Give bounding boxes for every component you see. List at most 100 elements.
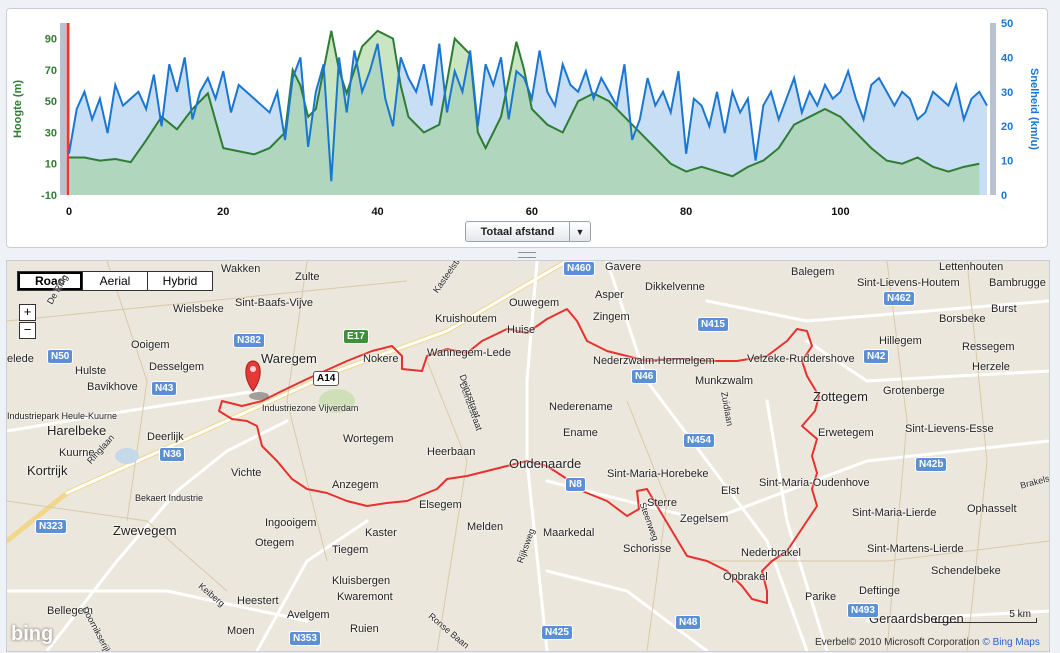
map-label: Ename: [563, 427, 598, 439]
road-shield: N48: [675, 615, 702, 630]
road-shield: N454: [683, 433, 715, 448]
map-label: Vichte: [231, 467, 262, 479]
x-tick-label: 40: [371, 206, 383, 218]
map-label: Bavikhove: [87, 381, 138, 393]
map-type-road[interactable]: Road: [18, 272, 83, 290]
map-label: Wortegem: [343, 433, 394, 445]
zoom-in-button[interactable]: +: [19, 304, 36, 321]
map-scale: 5 km: [935, 609, 1037, 623]
map-label: Kluisbergen: [332, 575, 391, 587]
chart-panel: 0 20 40 60 80 100 -10 10 30 50 70 90 0 10 20 30 40 50 Hoog…: [6, 8, 1048, 248]
elevation-speed-chart[interactable]: 0 20 40 60 80 100 -10 10 30 50 70 90 0 10 20 30 40 50 Hoog…: [7, 9, 1047, 247]
map-label: Nokere: [363, 353, 399, 365]
road-shield: N323: [35, 519, 67, 534]
map-type-hybrid[interactable]: Hybrid: [162, 274, 198, 288]
panel-splitter[interactable]: [0, 250, 1060, 259]
grip-icon: [518, 252, 536, 258]
x-tick-label: 0: [66, 206, 72, 218]
y-right-tick-label: 40: [1001, 52, 1013, 64]
map-label: Moen: [227, 625, 255, 637]
speed-line: [68, 43, 988, 182]
map-label: Kruishoutem: [435, 313, 497, 325]
map-label: Lettenhouten: [939, 261, 1004, 273]
y-left-tick-label: 30: [45, 127, 57, 139]
map-label: Kuurne: [59, 447, 95, 459]
map-label: Tiegem: [332, 544, 369, 556]
distance-selector-label: Totaal afstand: [480, 225, 555, 238]
scale-label: 5 km: [1009, 609, 1031, 620]
map-label: Bambrugge: [989, 277, 1046, 289]
map-label: Nederename: [549, 401, 613, 413]
map-label: Grotenberge: [883, 385, 945, 397]
map-label: Heestert: [237, 595, 279, 607]
map-label: Waregem: [261, 351, 317, 366]
map-label: Sint-Baafs-Vijve: [235, 297, 314, 309]
elevation-line: [69, 29, 980, 178]
road-shield: N50: [47, 349, 74, 364]
road-shield: E17: [343, 329, 369, 344]
map-label: Balegem: [791, 266, 835, 278]
map-label: Sint-Martens-Lierde: [867, 543, 964, 555]
left-axis-band: [60, 23, 66, 195]
map-type-aerial[interactable]: Aerial: [83, 272, 148, 290]
map-label: Zwevegem: [113, 523, 177, 538]
road-shield: N353: [289, 631, 321, 646]
road-shield: N36: [159, 447, 186, 462]
distance-selector[interactable]: Totaal afstand ▼: [465, 221, 591, 242]
map-label: Erwetegem: [818, 427, 874, 439]
map-label: Ooigem: [131, 339, 170, 351]
map-label: Desselgem: [149, 361, 205, 373]
road-shield: N43: [151, 381, 178, 396]
start-marker-icon: [245, 360, 269, 400]
road-shield: N415: [697, 317, 729, 332]
elevation-area: [69, 30, 980, 196]
y-right-tick-label: 0: [1001, 190, 1007, 202]
chevron-down-icon[interactable]: ▼: [569, 222, 590, 241]
map-type-switcher: Road Aerial Hybrid: [17, 271, 213, 291]
map-label: Kaster: [365, 527, 397, 539]
map-label: Nederbrakel: [741, 547, 801, 559]
map-panel[interactable]: Road Aerial Hybrid + − Wakken Zulte Sint-B…: [6, 260, 1050, 652]
bing-maps-link[interactable]: © Bing Maps: [982, 637, 1040, 648]
map-canvas[interactable]: [7, 261, 1049, 651]
map-label: Nederzwalm-Hermelgem: [593, 355, 715, 367]
map-label: Hillegem: [879, 335, 922, 347]
map-label: Ophasselt: [967, 503, 1017, 515]
bing-logo: bing: [11, 623, 54, 645]
map-label: Sint-Maria-Oudenhove: [759, 477, 870, 489]
map-label: Burst: [991, 303, 1017, 315]
map-label: Deftinge: [859, 585, 900, 597]
map-label: Gavere: [605, 261, 642, 273]
road-shield: N382: [233, 333, 265, 348]
map-label: Velzeke-Ruddershove: [747, 353, 855, 365]
map-label: Maarkedal: [543, 527, 595, 539]
map-label: Elst: [721, 485, 740, 497]
y-left-tick-label: 10: [45, 159, 57, 171]
y-right-tick-label: 20: [1001, 121, 1013, 133]
y-left-tick-label: -10: [41, 190, 57, 202]
map-label: Industriezone Vijverdam: [262, 403, 359, 413]
map-label: Opbrakel: [723, 571, 768, 583]
map-label: Schorisse: [623, 543, 672, 555]
y-left-axis-title: Hoogte (m): [12, 80, 24, 138]
y-right-tick-label: 50: [1001, 18, 1013, 30]
map-label: Avelgem: [287, 609, 330, 621]
map-label: Wielsbeke: [173, 303, 224, 315]
map-label: elede: [7, 353, 34, 365]
map-label: Bekaert Industrie: [135, 493, 204, 503]
map-label: Ressegem: [962, 341, 1015, 353]
scale-bar: [935, 618, 1037, 623]
map-label: Oudenaarde: [509, 456, 582, 471]
y-right-tick-label: 30: [1001, 87, 1013, 99]
zoom-out-button[interactable]: −: [19, 322, 36, 339]
map-label: Harelbeke: [47, 423, 107, 438]
road-shield: N42: [863, 349, 890, 364]
map-label: Dikkelvenne: [645, 281, 705, 293]
road-shield: N46: [631, 369, 658, 384]
y-left-tick-label: 70: [45, 65, 57, 77]
map-label: Herzele: [972, 361, 1010, 373]
road-shield: N460: [563, 261, 595, 276]
map-label: Bellegem: [47, 605, 93, 617]
map-label: Wakken: [221, 263, 261, 275]
map-label: Elsegem: [419, 499, 462, 511]
